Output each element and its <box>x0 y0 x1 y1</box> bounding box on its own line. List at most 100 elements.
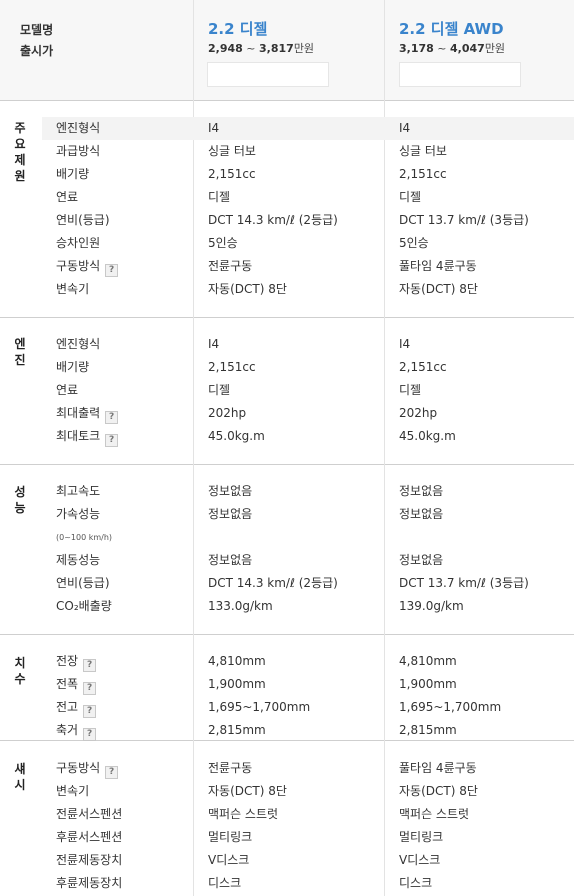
spec-value-2: 풀타임 4륜구동 <box>399 259 477 273</box>
spec-value-1: 디스크 <box>208 876 242 890</box>
spec-label: 최대토크? <box>56 425 119 448</box>
release-price-label: 출시가 <box>20 44 54 58</box>
spec-value-2: 4,810mm <box>399 654 457 668</box>
help-icon[interactable]: ? <box>83 705 97 718</box>
model-price: 3,178 ~ 4,047만원 <box>399 42 506 55</box>
help-icon[interactable]: ? <box>83 682 97 695</box>
spec-label: 연료 <box>56 383 79 397</box>
section-main-specs <box>0 101 574 318</box>
spec-row: 구동방식? 전륜구동 풀타임 4륜구동 <box>42 757 574 780</box>
spec-value-2: 202hp <box>399 406 438 420</box>
spec-label: 후륜제동장치 <box>56 876 123 890</box>
spec-label: 최대출력? <box>56 402 119 425</box>
spec-value-2: 정보없음 <box>399 507 444 521</box>
help-icon[interactable]: ? <box>105 766 119 779</box>
spec-value-2: 싱글 터보 <box>399 144 447 158</box>
spec-value-2: 45.0kg.m <box>399 429 456 443</box>
spec-value-1: DCT 14.3 km/ℓ (2등급) <box>208 213 338 227</box>
spec-value-2: 풀타임 4륜구동 <box>399 761 477 775</box>
spec-value-1: 싱글 터보 <box>208 144 256 158</box>
spec-value-1: I4 <box>208 121 220 135</box>
spec-row: 제동성능 정보없음 정보없음 <box>42 549 574 572</box>
spec-value-2: 정보없음 <box>399 484 444 498</box>
spec-row: CO₂배출량 133.0g/km 139.0g/km <box>42 595 574 618</box>
spec-label: 축거? <box>56 719 97 742</box>
spec-value-2: 2,151cc <box>399 167 447 181</box>
spec-value-1: 1,695~1,700mm <box>208 700 311 714</box>
spec-value-1: 5인승 <box>208 236 238 250</box>
spec-value-2: 5인승 <box>399 236 429 250</box>
help-icon[interactable]: ? <box>105 434 119 447</box>
spec-row: 전폭? 1,900mm 1,900mm <box>42 673 574 696</box>
spec-row: 축거? 2,815mm 2,815mm <box>42 719 574 742</box>
help-icon[interactable]: ? <box>105 411 119 424</box>
model-select-box[interactable] <box>399 62 521 87</box>
spec-label: 변속기 <box>56 282 90 296</box>
comparison-header: 모델명 출시가 2.2 디젤 2,948 ~ 3,817만원 2.2 디젤 AW… <box>0 0 574 101</box>
spec-label: 과급방식 <box>56 144 101 158</box>
model-price: 2,948 ~ 3,817만원 <box>208 42 315 55</box>
spec-value-1: I4 <box>208 337 220 351</box>
spec-value-2: 디젤 <box>399 383 422 397</box>
spec-value-1: 2,815mm <box>208 723 266 737</box>
spec-label: 전륜제동장치 <box>56 853 123 867</box>
model-column-2: 2.2 디젤 AWD 3,178 ~ 4,047만원 <box>384 0 574 100</box>
spec-value-2: 맥퍼슨 스트럿 <box>399 807 470 821</box>
spec-row: 전고? 1,695~1,700mm 1,695~1,700mm <box>42 696 574 719</box>
spec-row: 후륜제동장치 디스크 디스크 <box>42 872 574 895</box>
spec-label: 배기량 <box>56 360 90 374</box>
model-select-box[interactable] <box>207 62 329 87</box>
acceleration-note: (0~100 km/h) <box>56 533 113 542</box>
spec-row: 연료 디젤 디젤 <box>42 379 574 402</box>
spec-value-1: 정보없음 <box>208 507 253 521</box>
spec-value-2: 멀티링크 <box>399 830 444 844</box>
spec-value-2: DCT 13.7 km/ℓ (3등급) <box>399 576 529 590</box>
spec-value-1: 자동(DCT) 8단 <box>208 282 287 296</box>
section-engine <box>0 318 574 465</box>
column-divider <box>193 0 194 896</box>
spec-label: 구동방식? <box>56 255 119 278</box>
spec-row: 배기량 2,151cc 2,151cc <box>42 163 574 186</box>
spec-row: 최고속도 정보없음 정보없음 <box>42 480 574 503</box>
model-name[interactable]: 2.2 디젤 AWD <box>399 20 504 38</box>
spec-value-2: 디젤 <box>399 190 422 204</box>
spec-value-1: 133.0g/km <box>208 599 273 613</box>
help-icon[interactable]: ? <box>105 264 119 277</box>
spec-value-1: 디젤 <box>208 190 231 204</box>
spec-row: 전륜서스펜션 맥퍼슨 스트럿 맥퍼슨 스트럿 <box>42 803 574 826</box>
spec-value-2: 2,151cc <box>399 360 447 374</box>
spec-value-2: 정보없음 <box>399 553 444 567</box>
spec-label: 전폭? <box>56 673 97 696</box>
spec-value-1: DCT 14.3 km/ℓ (2등급) <box>208 576 338 590</box>
spec-value-2: 디스크 <box>399 876 433 890</box>
spec-value-1: 4,810mm <box>208 654 266 668</box>
spec-row: 배기량 2,151cc 2,151cc <box>42 356 574 379</box>
help-icon[interactable]: ? <box>83 659 97 672</box>
spec-value-1: 2,151cc <box>208 167 256 181</box>
spec-value-2: 2,815mm <box>399 723 457 737</box>
spec-label: 연비(등급) <box>56 576 110 590</box>
spec-value-2: 139.0g/km <box>399 599 464 613</box>
help-icon[interactable]: ? <box>83 728 97 741</box>
spec-label: 변속기 <box>56 784 90 798</box>
spec-value-2: V디스크 <box>399 853 441 867</box>
column-divider <box>384 0 385 896</box>
spec-value-2: 1,695~1,700mm <box>399 700 502 714</box>
spec-row: 연비(등급) DCT 14.3 km/ℓ (2등급) DCT 13.7 km/ℓ (… <box>42 209 574 232</box>
spec-label: 승차인원 <box>56 236 101 250</box>
spec-value-1: 전륜구동 <box>208 761 253 775</box>
spec-value-1: 정보없음 <box>208 484 253 498</box>
model-name[interactable]: 2.2 디젤 <box>208 20 268 38</box>
spec-label: 연료 <box>56 190 79 204</box>
spec-label: 전륜서스펜션 <box>56 807 123 821</box>
spec-value-1: 전륜구동 <box>208 259 253 273</box>
spec-row: 구동방식? 전륜구동 풀타임 4륜구동 <box>42 255 574 278</box>
spec-value-2: DCT 13.7 km/ℓ (3등급) <box>399 213 529 227</box>
spec-value-1: 멀티링크 <box>208 830 253 844</box>
spec-value-2: 자동(DCT) 8단 <box>399 282 478 296</box>
